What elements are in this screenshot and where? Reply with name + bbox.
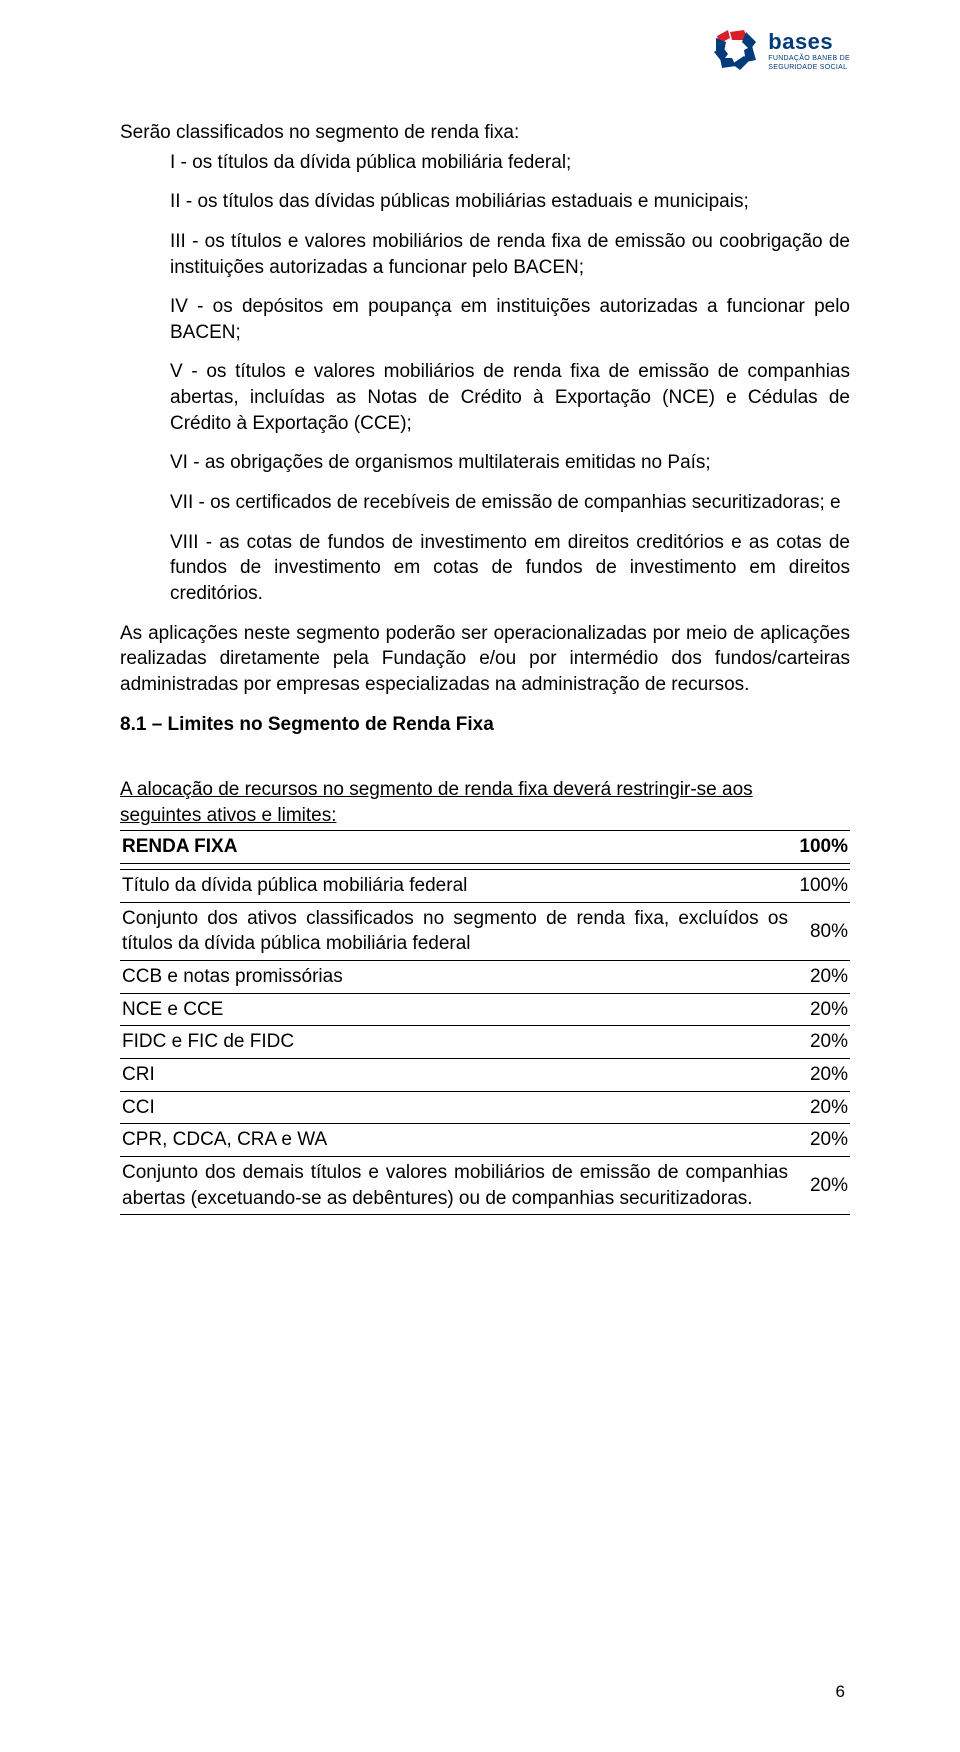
cell-pct: 100% — [790, 870, 850, 903]
item-ii: II - os títulos das dívidas públicas mob… — [170, 189, 850, 215]
table-row: CCB e notas promissórias 20% — [120, 961, 850, 994]
item-vi: VI - as obrigações de organismos multila… — [170, 450, 850, 476]
table-row-header: RENDA FIXA 100% — [120, 831, 850, 864]
cell-label: Conjunto dos demais títulos e valores mo… — [120, 1156, 790, 1214]
item-vii: VII - os certificados de recebíveis de e… — [170, 490, 850, 516]
logo-text: bases FUNDAÇÃO BANEB DE SEGURIDADE SOCIA… — [768, 31, 850, 71]
cell-label: CCB e notas promissórias — [120, 961, 790, 994]
page-content: Serão classificados no segmento de renda… — [0, 0, 960, 1265]
table-row: CRI 20% — [120, 1058, 850, 1091]
item-iv: IV - os depósitos em poupança em institu… — [170, 294, 850, 345]
logo-sub2: SEGURIDADE SOCIAL — [768, 64, 850, 71]
logo-word: bases — [768, 31, 850, 53]
header-logo: bases FUNDAÇÃO BANEB DE SEGURIDADE SOCIA… — [710, 28, 850, 74]
table-row: CPR, CDCA, CRA e WA 20% — [120, 1124, 850, 1157]
item-i: I - os títulos da dívida pública mobiliá… — [170, 150, 850, 176]
cell-label: CPR, CDCA, CRA e WA — [120, 1124, 790, 1157]
cell-pct: 20% — [790, 961, 850, 994]
lead-paragraph: Serão classificados no segmento de renda… — [120, 120, 850, 146]
table-intro-line1: A alocação de recursos no segmento de re… — [120, 777, 850, 803]
table-row: Conjunto dos ativos classificados no seg… — [120, 902, 850, 960]
cell-pct: 20% — [790, 993, 850, 1026]
cell-pct: 80% — [790, 902, 850, 960]
cell-pct: 20% — [790, 1058, 850, 1091]
table-intro-line2: seguintes ativos e limites: — [120, 803, 850, 829]
cell-label: NCE e CCE — [120, 993, 790, 1026]
table-row: CCI 20% — [120, 1091, 850, 1124]
cell-pct: 100% — [790, 831, 850, 864]
section-8-1-title: 8.1 – Limites no Segmento de Renda Fixa — [120, 712, 850, 738]
logo-sub1: FUNDAÇÃO BANEB DE — [768, 55, 850, 62]
item-viii: VIII - as cotas de fundos de investiment… — [170, 530, 850, 607]
cell-pct: 20% — [790, 1156, 850, 1214]
limits-table: RENDA FIXA 100% Título da dívida pública… — [120, 830, 850, 1215]
cell-pct: 20% — [790, 1026, 850, 1059]
table-row: Conjunto dos demais títulos e valores mo… — [120, 1156, 850, 1214]
page-number: 6 — [836, 1682, 845, 1702]
cell-label: Conjunto dos ativos classificados no seg… — [120, 902, 790, 960]
cell-label: Título da dívida pública mobiliária fede… — [120, 870, 790, 903]
applications-paragraph: As aplicações neste segmento poderão ser… — [120, 621, 850, 698]
cell-pct: 20% — [790, 1124, 850, 1157]
cell-label: FIDC e FIC de FIDC — [120, 1026, 790, 1059]
cell-label: RENDA FIXA — [120, 831, 790, 864]
cell-label: CRI — [120, 1058, 790, 1091]
table-row: NCE e CCE 20% — [120, 993, 850, 1026]
bases-logo-icon — [710, 28, 760, 74]
item-iii: III - os títulos e valores mobiliários d… — [170, 229, 850, 280]
cell-pct: 20% — [790, 1091, 850, 1124]
cell-label: CCI — [120, 1091, 790, 1124]
table-row: Título da dívida pública mobiliária fede… — [120, 870, 850, 903]
table-row: FIDC e FIC de FIDC 20% — [120, 1026, 850, 1059]
item-v: V - os títulos e valores mobiliários de … — [170, 359, 850, 436]
